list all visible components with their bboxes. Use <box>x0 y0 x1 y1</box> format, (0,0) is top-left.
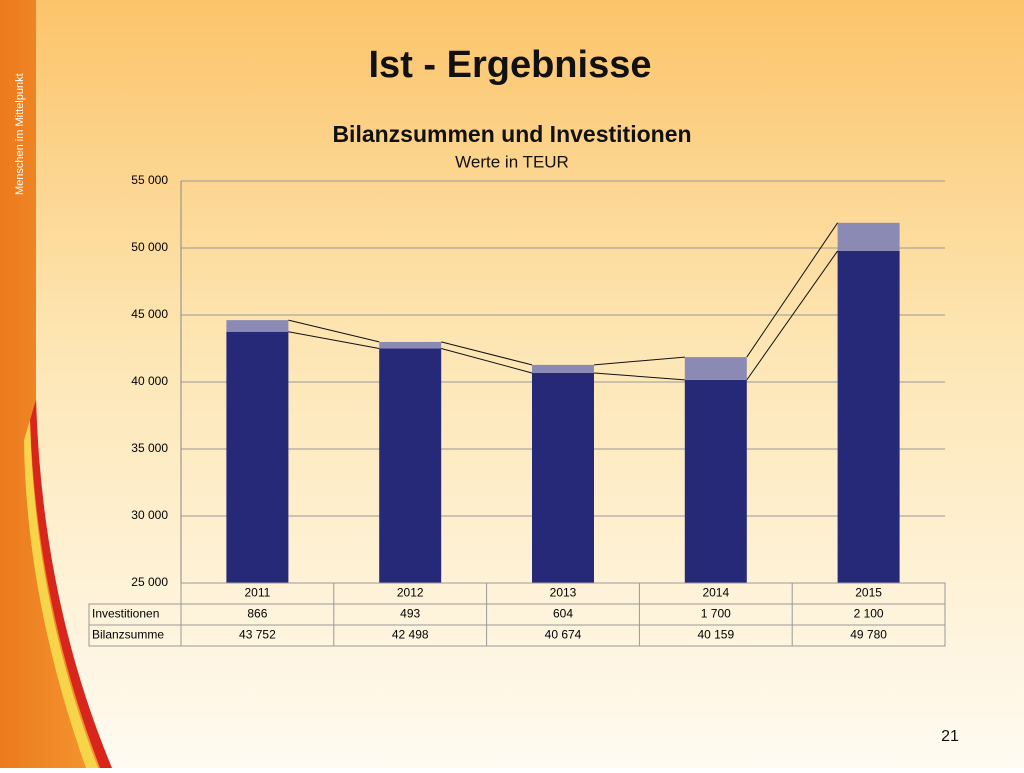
legend-label: Investitionen <box>92 607 159 621</box>
bar-segment <box>532 372 594 583</box>
bar-segment <box>226 320 289 332</box>
bar-segment <box>532 364 594 373</box>
y-tick-label: 45 000 <box>131 307 168 321</box>
bar-segment <box>837 222 900 251</box>
table-cell: 1 700 <box>701 607 731 621</box>
bar-segment <box>226 331 289 583</box>
table-cell: 493 <box>400 607 420 621</box>
x-tick-label: 2014 <box>702 586 729 600</box>
chart-title: Bilanzsummen und Investitionen <box>332 121 691 147</box>
bar-segment <box>379 341 442 349</box>
page-number: 21 <box>941 728 959 745</box>
table-cell: 49 780 <box>850 628 887 642</box>
table-cell: 604 <box>553 607 573 621</box>
table-cell: 42 498 <box>392 628 429 642</box>
series-line <box>593 372 685 381</box>
bar-segment <box>684 357 747 380</box>
series-line <box>746 250 839 381</box>
x-tick-label: 2012 <box>397 586 424 600</box>
table-cell: 866 <box>247 607 267 621</box>
y-tick-label: 30 000 <box>131 508 168 522</box>
table-cell: 40 674 <box>545 628 582 642</box>
bar-segment <box>379 348 442 583</box>
y-tick-label: 50 000 <box>131 240 168 254</box>
chart-subtitle: Werte in TEUR <box>455 152 569 171</box>
sidebar-text: Menschen im Mittelpunkt <box>14 73 26 195</box>
y-tick-label: 40 000 <box>131 374 168 388</box>
table-cell: 2 100 <box>854 607 884 621</box>
y-tick-label: 35 000 <box>131 441 168 455</box>
series-line <box>288 319 380 343</box>
table-cell: 43 752 <box>239 628 276 642</box>
x-tick-label: 2013 <box>550 586 577 600</box>
side-band <box>0 0 110 768</box>
x-tick-label: 2011 <box>244 586 270 600</box>
y-tick-label: 55 000 <box>131 173 168 187</box>
series-line <box>593 356 685 366</box>
series-line <box>441 341 533 366</box>
series-line <box>441 348 533 374</box>
bar-segment <box>684 379 747 583</box>
series-line <box>288 331 380 350</box>
y-tick-label: 25 000 <box>131 575 168 589</box>
legend-label: Bilanzsumme <box>92 628 164 642</box>
x-tick-label: 2015 <box>855 586 882 600</box>
bar-segment <box>837 250 900 583</box>
slide-title: Ist - Ergebnisse <box>369 44 652 86</box>
series-line <box>746 222 839 358</box>
table-cell: 40 159 <box>697 628 734 642</box>
